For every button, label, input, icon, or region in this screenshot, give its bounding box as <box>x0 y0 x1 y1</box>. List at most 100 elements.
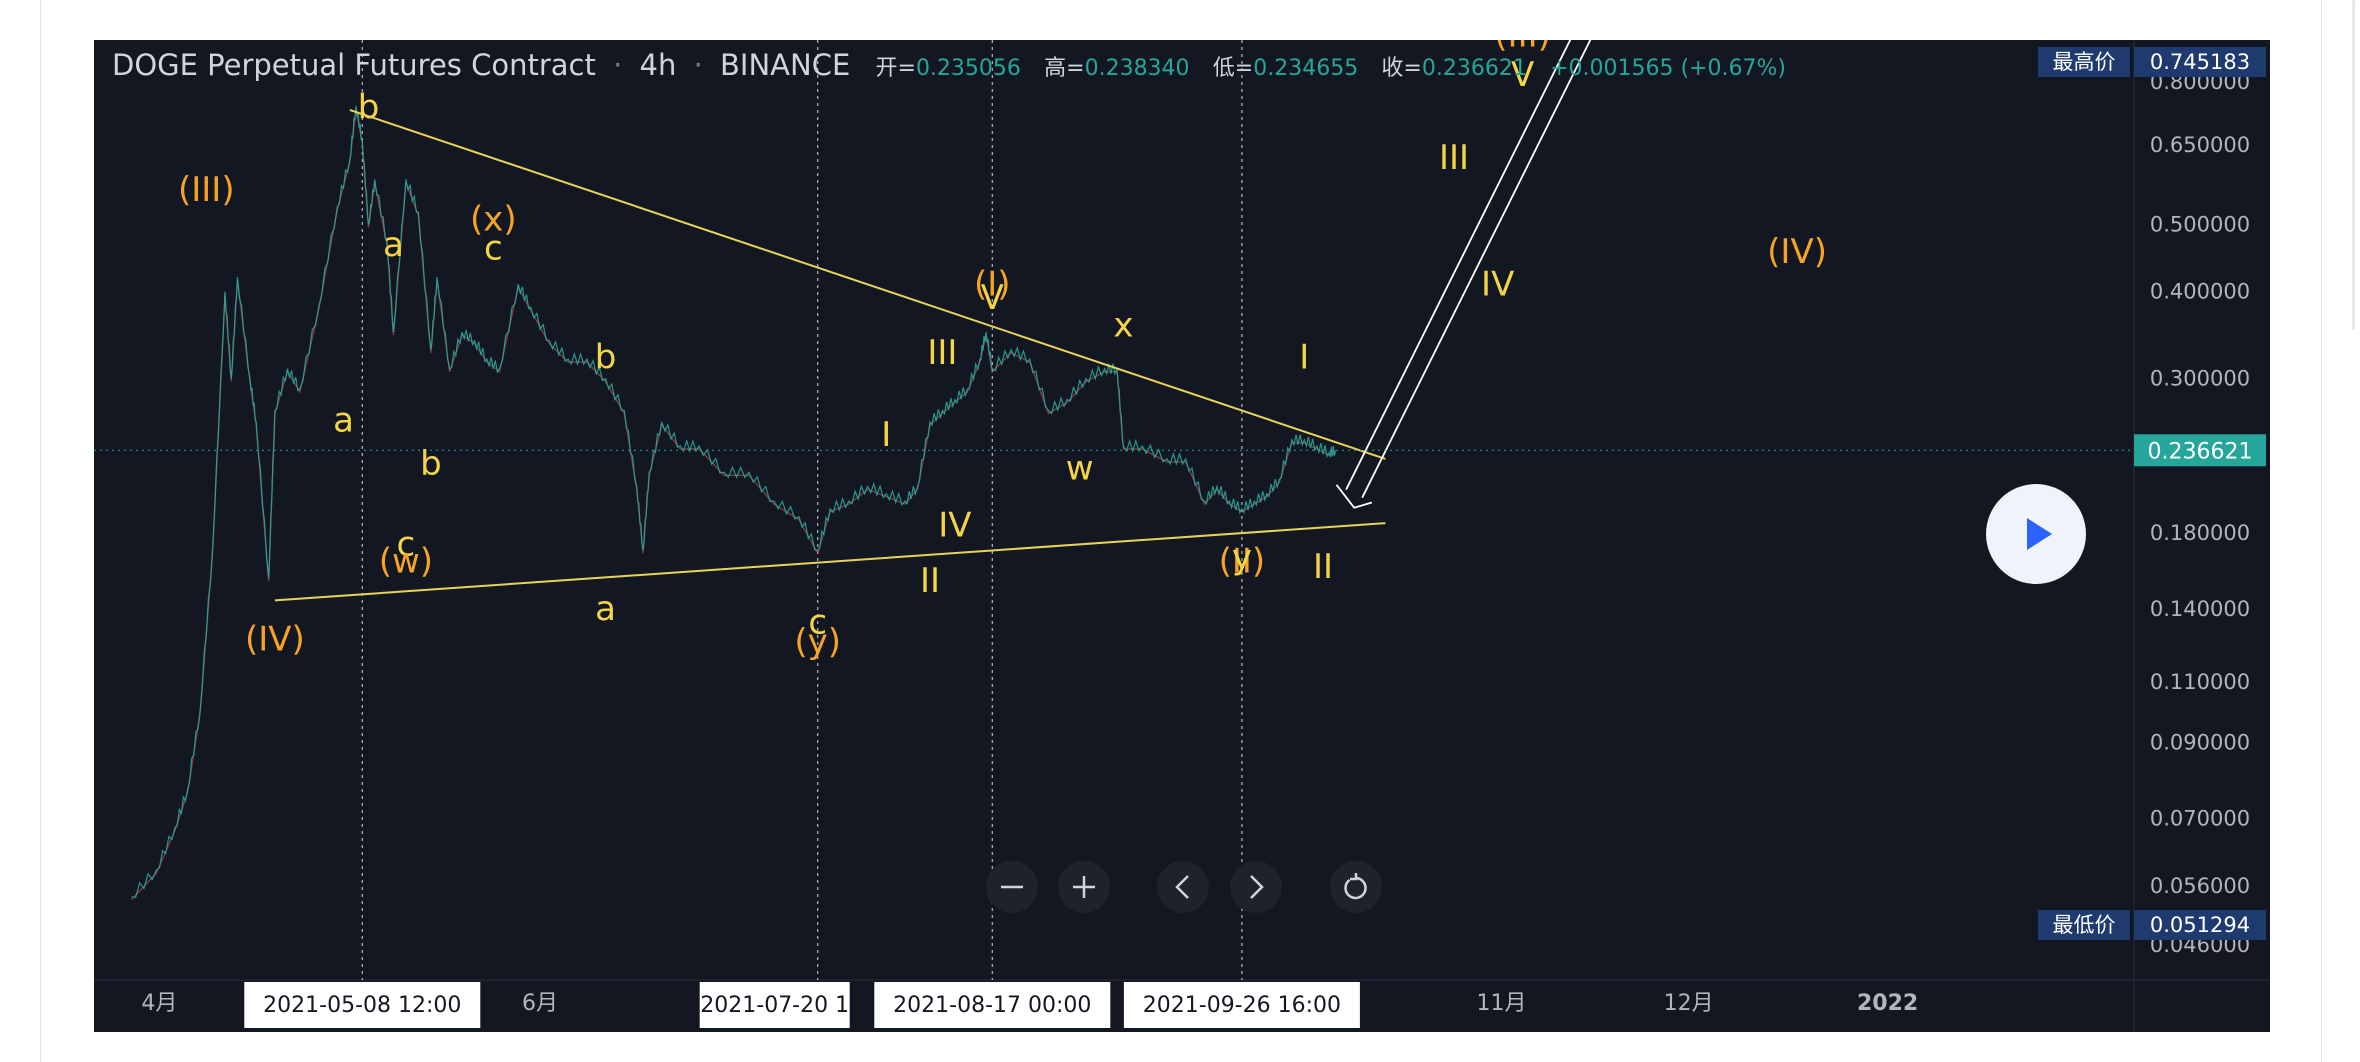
price-tick-label: 0.070000 <box>2150 806 2250 830</box>
low-price-label-box <box>2038 910 2130 940</box>
ohlc-open-value: 0.235056 <box>916 56 1021 81</box>
wave-label: b <box>358 87 380 127</box>
wave-label: b <box>420 444 442 484</box>
reset-chart-button[interactable] <box>1330 861 1382 913</box>
wave-label: IV <box>938 505 971 545</box>
chevron-left-icon <box>1175 875 1189 899</box>
triangle-trendlines <box>274 108 1386 602</box>
wave-label: II <box>920 561 940 601</box>
high-price-label-box <box>2038 47 2130 77</box>
crosshair-time-box <box>874 982 1111 1028</box>
wave-label: (I) <box>974 265 1011 305</box>
wave-label: a <box>595 589 616 629</box>
price-tick-label: 0.110000 <box>2150 670 2250 694</box>
time-tick-label: 11月 <box>1477 991 1527 1016</box>
price-tick-label: 0.300000 <box>2150 367 2250 391</box>
crosshair-time-label: 2021-05-08 12:00 <box>263 993 461 1018</box>
wave-label: (II) <box>1219 541 1266 581</box>
wave-label: V <box>981 278 1004 318</box>
symbol-name: DOGE Perpetual Futures Contract <box>112 48 596 82</box>
price-tick-label: 0.090000 <box>2150 730 2250 754</box>
last-price-value: 0.236621 <box>2148 439 2253 464</box>
wave-label: V <box>1511 55 1534 95</box>
price-tick-label: 0.140000 <box>2150 597 2250 621</box>
ohlc-close-value: 0.236621 <box>1422 56 1527 81</box>
low-price-label: 最低价 <box>2053 913 2116 937</box>
high-price-label: 最高价 <box>2053 50 2116 74</box>
wave-label: I <box>1299 338 1309 378</box>
projection-line <box>1361 40 1592 499</box>
wave-label: c <box>808 603 827 643</box>
wave-label: (III) <box>1494 40 1551 56</box>
crosshair-time-label: 2021-07-20 1 <box>700 993 849 1018</box>
play-icon <box>2027 518 2052 550</box>
plus-icon <box>1073 876 1095 898</box>
ohlc-high-key: 高= <box>1044 56 1084 81</box>
wave-label: c <box>484 229 503 269</box>
time-axis-ticks: 4月6月711月12月2022 <box>141 991 1918 1016</box>
chart-legend: DOGE Perpetual Futures Contract · 4h · B… <box>112 48 1786 82</box>
trendline <box>349 108 1386 460</box>
ohlc-close-key: 收= <box>1381 56 1421 81</box>
wave-label: x <box>1113 305 1133 345</box>
wave-label: III <box>927 333 957 373</box>
price-line <box>131 105 1337 898</box>
price-tick-label: 0.650000 <box>2150 133 2250 157</box>
crosshair-time-label: 2021-08-17 00:00 <box>893 993 1091 1018</box>
price-series <box>130 105 1337 901</box>
high-price-value-box <box>2134 47 2266 77</box>
wave-label: I <box>881 415 891 455</box>
high-price-marker: 最高价 0.745183 <box>2038 47 2266 77</box>
wave-label: II <box>1313 547 1333 587</box>
projection-line <box>1345 40 1572 491</box>
crosshair-time-label: 2021-09-26 16:00 <box>1143 993 1341 1018</box>
price-tick-label: 0.056000 <box>2150 874 2250 898</box>
zoom-in-button[interactable] <box>1058 861 1110 913</box>
projection-arrow <box>1335 40 1592 509</box>
wave-label: (IV) <box>245 620 305 660</box>
chart-controls <box>986 861 1382 913</box>
scroll-left-button[interactable] <box>1157 861 1209 913</box>
projection-arrowhead <box>1335 484 1373 509</box>
wave-label: c <box>397 525 416 565</box>
scroll-right-button[interactable] <box>1230 861 1282 913</box>
price-tick-label: 0.180000 <box>2150 521 2250 545</box>
low-price-value-box <box>2134 910 2266 940</box>
legend-separator: · <box>613 48 622 82</box>
exchange: BINANCE <box>720 48 850 82</box>
interval: 4h <box>640 48 677 82</box>
time-tick-label: 12月 <box>1664 991 1714 1016</box>
wave-label: (x) <box>470 199 517 239</box>
wave-label: (w) <box>379 541 433 581</box>
wave-label: a <box>383 225 404 265</box>
chevron-right-icon <box>1250 875 1264 899</box>
reset-icon <box>1344 873 1367 900</box>
ohlc-high-value: 0.238340 <box>1085 56 1190 81</box>
trendline <box>274 522 1386 602</box>
ohlc-low-key: 低= <box>1213 56 1253 81</box>
time-tick-label: 4月 <box>141 991 177 1016</box>
zoom-out-button[interactable] <box>986 861 1038 913</box>
low-price-value: 0.051294 <box>2150 913 2250 937</box>
low-price-marker: 最低价 0.051294 <box>2038 910 2266 940</box>
price-axis-panel <box>2134 40 2270 980</box>
crosshair-time-labels: 2021-05-08 12:00 2021-07-20 1 2021-08-17 0… <box>244 982 1360 1028</box>
last-price-badge: 0.236621 <box>2134 434 2266 467</box>
last-price-box <box>2134 434 2266 467</box>
wave-label: (III) <box>178 170 235 210</box>
wave-label: (y) <box>794 622 841 662</box>
crosshair-time-box <box>699 982 850 1028</box>
wave-label: b <box>595 338 617 378</box>
price-tick-label: 0.500000 <box>2150 212 2250 236</box>
wave-label: y <box>1232 538 1252 578</box>
wave-label: w <box>1066 448 1094 488</box>
page-scrollbar[interactable] <box>2352 0 2355 330</box>
legend-separator: · <box>694 48 703 82</box>
change-value: +0.001565 (+0.67%) <box>1550 56 1786 81</box>
crosshair-time-box <box>244 982 481 1028</box>
ohlc-open-key: 开= <box>876 56 916 81</box>
replay-button[interactable] <box>1986 484 2086 584</box>
high-price-value: 0.745183 <box>2150 50 2250 74</box>
